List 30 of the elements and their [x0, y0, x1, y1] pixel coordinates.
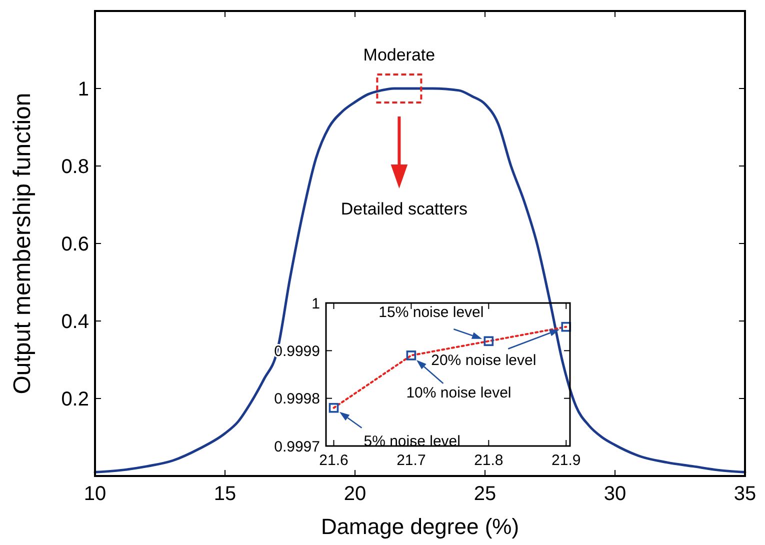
x-tick-label: 21.7 — [396, 452, 426, 469]
y-tick-label: 1 — [78, 78, 89, 100]
x-tick-label: 21.8 — [474, 452, 504, 469]
point — [328, 402, 339, 413]
x-axis-title: Damage degree (%) — [320, 514, 520, 539]
point — [484, 336, 494, 346]
x-tick-label: 35 — [734, 483, 756, 505]
y-tick-label: 0.4 — [61, 311, 89, 333]
y-tick-label: 0.9998 — [274, 390, 320, 408]
x-tick-label: 15 — [214, 483, 236, 505]
x-tick-label: 21.6 — [319, 452, 348, 469]
point — [406, 350, 416, 360]
x-tick-label: 25 — [474, 483, 496, 505]
y-tick-label: 0.8 — [61, 156, 89, 178]
x-tick-label: 20 — [344, 483, 366, 505]
annotation: 10% noise level — [406, 384, 512, 402]
annotation: Detailed scatters — [340, 200, 468, 218]
point — [561, 322, 572, 332]
x-tick-label: 30 — [604, 483, 626, 505]
annotation: Moderate — [363, 46, 436, 64]
y-tick-label: 1 — [312, 295, 320, 312]
y-tick-label: 0.2 — [61, 388, 89, 410]
line-series — [94, 87, 746, 474]
y-tick-label: 0.6 — [61, 234, 89, 256]
annotation: 15% noise level — [378, 304, 484, 322]
x-tick-label: 21.9 — [552, 452, 581, 469]
y-axis-title: Output membership function — [9, 92, 36, 394]
y-tick-label: 0.9997 — [274, 438, 320, 456]
x-tick-label: 10 — [84, 483, 106, 505]
annotation: 20% noise level — [431, 352, 536, 369]
